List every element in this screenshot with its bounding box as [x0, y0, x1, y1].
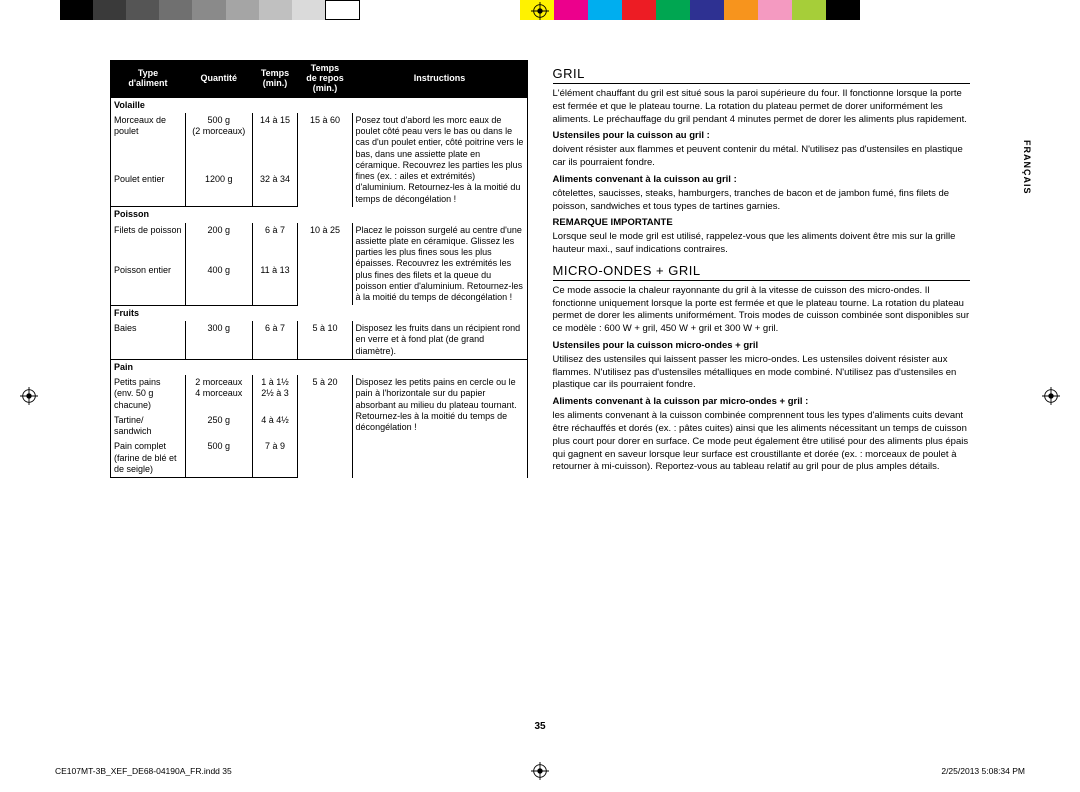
defrost-table: Typed'alimentQuantitéTemps(min.)Tempsde …	[110, 60, 528, 478]
subheading: Ustensiles pour la cuisson micro-ondes +…	[553, 340, 971, 353]
color-calibration-bar-right	[520, 0, 860, 20]
page-content: Typed'alimentQuantitéTemps(min.)Tempsde …	[110, 60, 970, 718]
subheading: Aliments convenant à la cuisson par micr…	[553, 396, 971, 409]
section-heading-microondes-gril: MICRO-ONDES + GRIL	[553, 263, 971, 281]
left-column: Typed'alimentQuantitéTemps(min.)Tempsde …	[110, 60, 528, 718]
print-footer: CE107MT-3B_XEF_DE68-04190A_FR.indd 35 2/…	[55, 766, 1025, 776]
subheading: Ustensiles pour la cuisson au gril :	[553, 130, 971, 143]
paragraph: côtelettes, saucisses, steaks, hamburger…	[553, 188, 971, 214]
right-column: GRIL L'élément chauffant du gril est sit…	[553, 60, 971, 718]
page-number: 35	[534, 721, 545, 732]
paragraph: doivent résister aux flammes et peuvent …	[553, 144, 971, 170]
paragraph: Ce mode associe la chaleur rayonnante du…	[553, 285, 971, 336]
footer-filename: CE107MT-3B_XEF_DE68-04190A_FR.indd 35	[55, 766, 232, 776]
registration-mark-top	[531, 2, 549, 20]
registration-mark-right	[1042, 387, 1060, 405]
paragraph: L'élément chauffant du gril est situé so…	[553, 88, 971, 126]
language-tab: FRANÇAIS	[1022, 140, 1032, 195]
paragraph: Lorsque seul le mode gril est utilisé, r…	[553, 231, 971, 257]
paragraph: les aliments convenant à la cuisson comb…	[553, 410, 971, 474]
section-heading-gril: GRIL	[553, 66, 971, 84]
subheading: REMARQUE IMPORTANTE	[553, 217, 971, 230]
subheading: Aliments convenant à la cuisson au gril …	[553, 174, 971, 187]
color-calibration-bar-left	[60, 0, 360, 20]
registration-mark-left	[20, 387, 38, 405]
footer-timestamp: 2/25/2013 5:08:34 PM	[941, 766, 1025, 776]
paragraph: Utilisez des ustensiles qui laissent pas…	[553, 354, 971, 392]
